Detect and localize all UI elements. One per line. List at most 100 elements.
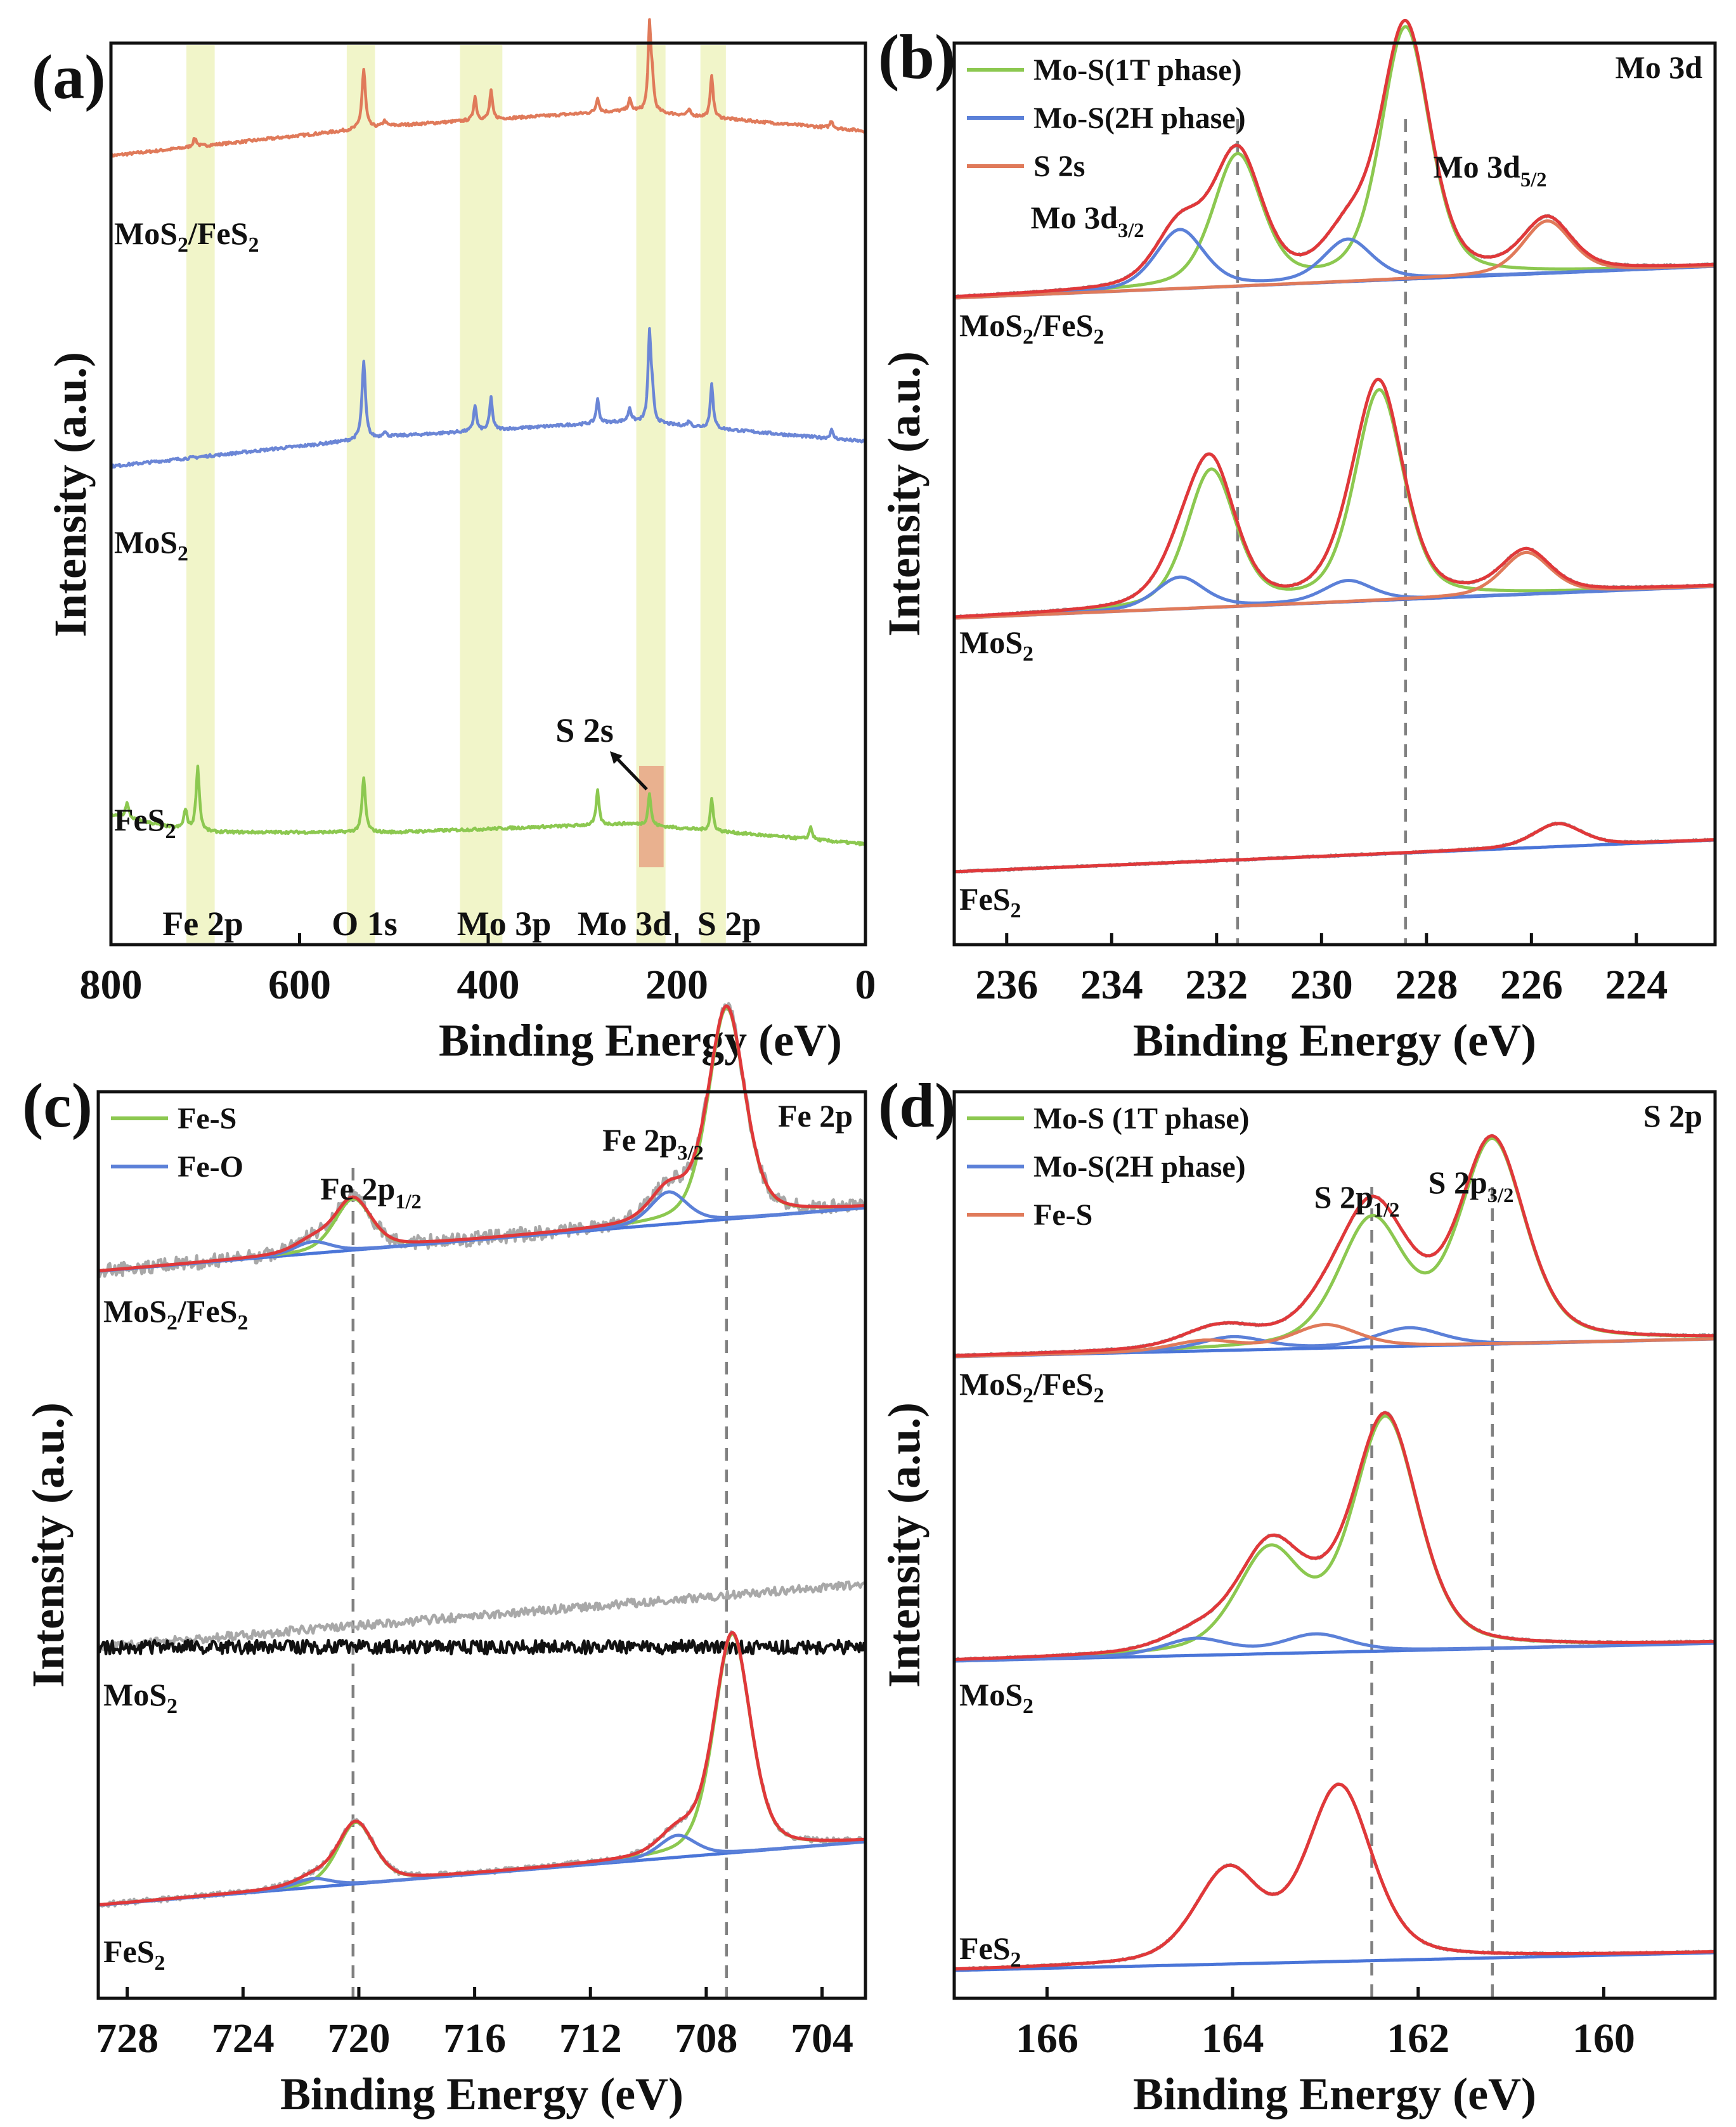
plot-frame bbox=[952, 41, 1717, 947]
fit-envelope bbox=[954, 1134, 1716, 1357]
peak-label: S 2p1/2 bbox=[1314, 1179, 1400, 1222]
sample-label-mos2: MoS2​ bbox=[114, 524, 188, 566]
x-tick-label: 728 bbox=[96, 2015, 159, 2062]
fit-envelope bbox=[954, 1782, 1716, 1971]
legend-label: Mo-S (1T phase) bbox=[1033, 1102, 1249, 1135]
raw-spectrum bbox=[954, 821, 1714, 874]
fit-component-s2s bbox=[954, 550, 1714, 620]
x-tick-label: 164 bbox=[1202, 2015, 1264, 2062]
x-tick-label: 704 bbox=[791, 2015, 853, 2062]
x-tick-label: 236 bbox=[975, 962, 1038, 1008]
x-tick-label: 0 bbox=[855, 962, 876, 1008]
panel-letter-c: (c) bbox=[22, 1070, 93, 1141]
arrow-head bbox=[610, 751, 623, 764]
panel-letter-a: (a) bbox=[32, 42, 106, 112]
x-tick-label: 724 bbox=[212, 2015, 275, 2062]
x-tick-label: 720 bbox=[327, 2015, 390, 2062]
fit-envelope bbox=[954, 822, 1714, 874]
region-label: Fe 2p bbox=[162, 905, 243, 943]
x-axis-title: Binding Energy (eV) bbox=[1133, 2069, 1536, 2119]
sample-label: FeS2​ bbox=[959, 881, 1021, 922]
panel-letter-b: (b) bbox=[878, 22, 955, 92]
y-axis-title: Intensity (a.u.) bbox=[879, 351, 930, 637]
sample-label: MoS2​/FeS2​ bbox=[959, 307, 1104, 349]
x-tick-label: 162 bbox=[1387, 2015, 1449, 2062]
panel-b: 236 234 232 230 228 226 224 Mo-S(1T phase) Mo-S(… bbox=[878, 18, 1717, 1066]
x-tick-label: 200 bbox=[645, 962, 708, 1008]
legend-label: Fe-S bbox=[1033, 1198, 1092, 1232]
fit-envelope bbox=[954, 1411, 1716, 1661]
sample-label-mos2-fes2: MoS2​/FeS2​ bbox=[114, 216, 259, 257]
sample-label: FeS2​ bbox=[103, 1934, 165, 1975]
region-label: Mo 3d bbox=[578, 905, 672, 943]
sample-label-fes2: FeS2​ bbox=[114, 802, 176, 843]
raw-spectrum bbox=[98, 1630, 866, 1908]
sample-label: MoS2​ bbox=[103, 1677, 178, 1718]
x-tick-label: 400 bbox=[457, 962, 520, 1008]
sample-label: MoS2​ bbox=[959, 1677, 1033, 1718]
panel-a: MoS2​/FeS2​ MoS2​ FeS2​ Fe 2p O 1s Mo 3p Mo 3d… bbox=[32, 18, 876, 1066]
x-tick-label: 800 bbox=[80, 962, 143, 1008]
legend-label: Fe-S bbox=[178, 1102, 236, 1135]
raw-spectrum bbox=[953, 378, 1714, 619]
x-tick-label: 226 bbox=[1500, 962, 1563, 1008]
legend-label: Mo-S(2H phase) bbox=[1033, 101, 1246, 135]
corner-label: Mo 3d bbox=[1616, 49, 1703, 85]
fit-envelope bbox=[98, 1631, 865, 1906]
legend-label: S 2s bbox=[1033, 150, 1085, 183]
fit-envelope bbox=[954, 377, 1714, 619]
peak-label: S 2p3/2 bbox=[1428, 1165, 1514, 1207]
legend-label: Mo-S(1T phase) bbox=[1033, 53, 1241, 87]
raw-spectrum bbox=[96, 1580, 865, 1652]
x-tick-label: 160 bbox=[1572, 2015, 1635, 2062]
plot-frame bbox=[952, 1090, 1717, 2000]
x-axis-title: Binding Energy (eV) bbox=[280, 2069, 683, 2119]
corner-label: S 2p bbox=[1643, 1098, 1702, 1134]
sample-label: MoS2​/FeS2​ bbox=[959, 1366, 1104, 1407]
peak-label: Fe 2p1/2 bbox=[320, 1171, 422, 1213]
highlight-band bbox=[700, 45, 726, 943]
plot-frame bbox=[96, 1090, 867, 2000]
x-tick-label: 232 bbox=[1185, 962, 1248, 1008]
corner-label: Fe 2p bbox=[778, 1098, 853, 1134]
peak-label: Mo 3d5/2 bbox=[1433, 149, 1546, 191]
region-label: Mo 3p bbox=[457, 905, 552, 943]
panel-d: 166 164 162 160 Mo-S (1T phase) Mo-S(2H phase… bbox=[878, 1070, 1717, 2119]
fit-envelope bbox=[98, 1004, 865, 1272]
x-axis-title: Binding Energy (eV) bbox=[1133, 1015, 1536, 1066]
raw-spectrum bbox=[954, 1411, 1716, 1662]
y-axis-title: Intensity (a.u.) bbox=[879, 1402, 930, 1688]
panel-letter-d: (d) bbox=[878, 1070, 955, 1141]
highlight-band bbox=[460, 45, 503, 943]
fit-envelope bbox=[954, 18, 1714, 299]
fit-component-fe-s bbox=[954, 1782, 1716, 1971]
x-tick-label: 228 bbox=[1395, 962, 1458, 1008]
sample-label: MoS2​/FeS2​ bbox=[103, 1293, 248, 1335]
s2s-annotation-label: S 2s bbox=[555, 711, 614, 749]
y-axis-title: Intensity (a.u.) bbox=[45, 352, 96, 637]
survey-trace bbox=[110, 326, 866, 469]
x-tick-label: 716 bbox=[443, 2015, 506, 2062]
survey-trace bbox=[110, 765, 866, 847]
legend-label: Mo-S(2H phase) bbox=[1033, 1150, 1246, 1184]
fit-component-s2s bbox=[954, 219, 1714, 300]
legend-label: Fe-O bbox=[178, 1150, 243, 1184]
highlight-band bbox=[346, 45, 375, 943]
x-tick-label: 166 bbox=[1016, 2015, 1079, 2062]
fit-component-fe-s bbox=[98, 1632, 865, 1907]
sample-label: FeS2​ bbox=[959, 1930, 1021, 1972]
region-label: O 1s bbox=[332, 905, 398, 943]
x-tick-label: 234 bbox=[1080, 962, 1143, 1008]
region-label: S 2p bbox=[697, 905, 761, 943]
x-tick-label: 224 bbox=[1605, 962, 1668, 1008]
survey-trace bbox=[109, 18, 867, 158]
y-axis-title: Intensity (a.u.) bbox=[23, 1402, 74, 1688]
fit-component-2h bbox=[954, 228, 1714, 299]
fit-component-fe-s bbox=[954, 1322, 1716, 1359]
raw-spectrum bbox=[97, 1638, 866, 1656]
x-tick-label: 600 bbox=[268, 962, 331, 1008]
peak-label: Fe 2p3/2 bbox=[602, 1122, 704, 1165]
fit-component-2h bbox=[954, 1632, 1716, 1663]
x-tick-label: 708 bbox=[675, 2015, 737, 2062]
